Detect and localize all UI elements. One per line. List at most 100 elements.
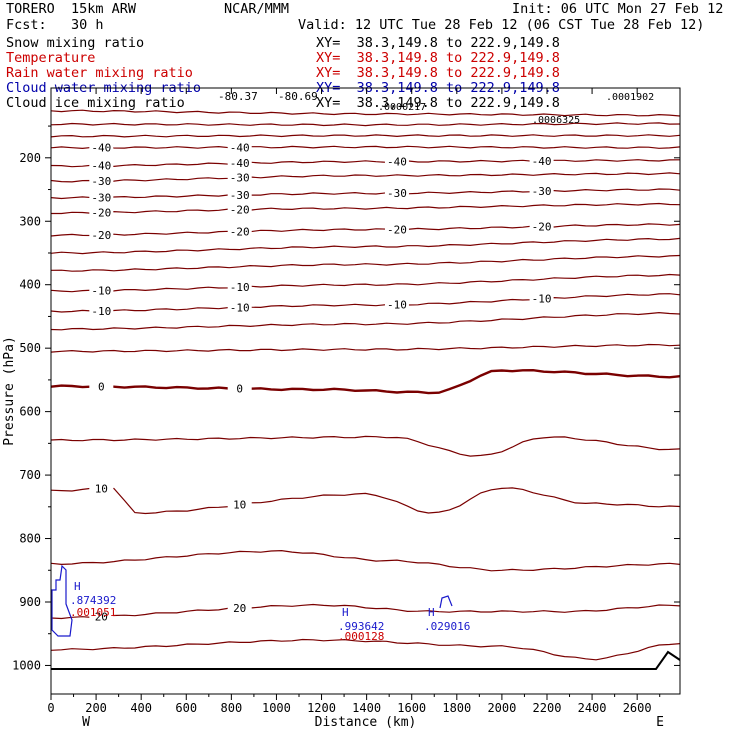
cloud-water-label: .993642 [338, 620, 384, 633]
cloud-water-label: .029016 [424, 620, 470, 633]
rain-water-label: .001051 [70, 606, 116, 619]
isotherm-label: -40 [91, 142, 111, 155]
isotherm-label: -20 [230, 204, 250, 217]
y-tick-label: 900 [19, 595, 41, 609]
isotherm-line [50, 254, 681, 272]
xy-temperature: XY= 38.3,149.8 to 222.9,149.8 [316, 50, 560, 66]
isotherm-label: 0 [236, 383, 243, 396]
isotherm-label: -40 [230, 141, 250, 154]
isotherm-label: -30 [230, 189, 250, 202]
isotherm-label: -10 [532, 293, 552, 306]
cloud-ice-label: .0000217 [378, 102, 426, 113]
isotherm-label: 20 [95, 611, 108, 624]
isotherm-label: -30 [91, 191, 111, 204]
cloud-water-contour [439, 595, 453, 609]
isotherm-label-bg [89, 191, 114, 204]
cloud-water-max-marker: H [74, 580, 81, 593]
cloud-water-max-marker: H [342, 606, 349, 619]
x-tick-label: 800 [221, 701, 243, 715]
forecast-hour: Fcst: 30 h [6, 17, 104, 33]
y-tick-label: 200 [19, 151, 41, 165]
y-tick-label: 700 [19, 468, 41, 482]
plot-frame [50, 87, 681, 695]
y-tick-label: 600 [19, 405, 41, 419]
isotherm-line [50, 603, 681, 620]
isotherm-line [50, 134, 681, 138]
cloud-ice-label: .0001902 [606, 92, 654, 103]
y-tick-label: 800 [19, 532, 41, 546]
isotherm-line [50, 435, 681, 457]
legend-cloud-ice: Cloud ice mixing ratio [6, 95, 185, 111]
isotherm-label-bg [227, 225, 252, 238]
isotherm-line [50, 293, 681, 313]
legend-temperature: Temperature [6, 50, 96, 66]
isotherm-line [50, 487, 681, 515]
annotation-group: -80.37 -80.69.0001902.0006325.0000217H.87… [51, 90, 681, 670]
isotherm-label-bg [89, 610, 114, 623]
top-contour-label: -80.69 [278, 90, 318, 103]
y-tick-label: 500 [19, 341, 41, 355]
isotherm-line [50, 549, 681, 572]
isotherm-line [50, 223, 681, 237]
isotherm-label: -10 [387, 299, 407, 312]
y-tick-label: 300 [19, 214, 41, 228]
init-time: Init: 06 UTC Mon 27 Feb 12 [512, 1, 724, 17]
isotherm-label-bg [227, 157, 252, 170]
isotherm-label-bg [227, 141, 252, 154]
isotherm-label: -10 [91, 305, 111, 318]
isotherm-label: -30 [532, 185, 552, 198]
y-tick-label: 1000 [12, 658, 41, 672]
isotherm-label: -20 [91, 229, 111, 242]
east-label: E [656, 715, 664, 730]
isotherm-label-bg [89, 159, 114, 172]
axes-group: 0 200 400 600 800 1000 1200 1400 1600 1800 2000 220… [2, 87, 681, 730]
isotherm-label: 10 [233, 499, 246, 512]
isotherm-label-bg [89, 228, 114, 241]
isotherm-label-bg [89, 174, 114, 187]
xy-snow: XY= 38.3,149.8 to 222.9,149.8 [316, 35, 560, 51]
isotherm-label: -10 [230, 281, 250, 294]
x-tick-label: 2400 [578, 701, 607, 715]
isotherm-line [50, 172, 681, 183]
cloud-water-max-marker: H [428, 606, 435, 619]
y-axis-label: Pressure (hPa) [2, 336, 17, 446]
isotherm-label-bg [89, 304, 114, 317]
isotherm-label-bg [227, 601, 252, 614]
isotherm-label: -20 [91, 207, 111, 220]
isotherm-label-bg [529, 292, 554, 305]
isotherm-label: -30 [230, 172, 250, 185]
isotherm-line [50, 311, 681, 331]
isotherm-label-bg [384, 155, 409, 168]
isotherm-label: 10 [95, 482, 108, 495]
x-tick-label: 600 [175, 701, 197, 715]
x-tick-label: 400 [130, 701, 152, 715]
isotherm-label-bg [227, 498, 252, 511]
x-tick-label: 1600 [397, 701, 426, 715]
xy-cloud-ice: XY= 38.3,149.8 to 222.9,149.8 [316, 95, 560, 111]
isotherm-label-bg [529, 220, 554, 233]
rain-water-label: .000128 [338, 630, 384, 643]
isotherm-line [51, 202, 681, 215]
isotherm-label: -10 [91, 285, 111, 298]
isotherm-line [50, 343, 681, 353]
isotherm-line [50, 638, 681, 661]
model-title: TORERO 15km ARW [6, 1, 137, 17]
cloud-ice-label: .0006325 [532, 115, 580, 126]
isotherm-label: -20 [230, 226, 250, 239]
isotherm-label: -20 [532, 221, 552, 234]
west-label: W [82, 715, 90, 730]
x-tick-label: 2600 [623, 701, 652, 715]
isotherm-label-bg [384, 298, 409, 311]
x-tick-label: 1800 [442, 701, 471, 715]
isotherm-label: -10 [230, 301, 250, 314]
valid-time: Valid: 12 UTC Tue 28 Feb 12 (06 CST Tue … [298, 17, 705, 33]
x-tick-label: 2200 [533, 701, 562, 715]
isotherm-label: -40 [387, 156, 407, 169]
isotherm-label: -20 [387, 223, 407, 236]
isotherm-line [50, 237, 681, 255]
cloud-water-label: .874392 [70, 594, 116, 607]
isotherm-label: -40 [91, 160, 111, 173]
xy-rain: XY= 38.3,149.8 to 222.9,149.8 [316, 65, 560, 81]
isotherm-line [50, 188, 681, 200]
isotherm-label-bg [529, 154, 554, 167]
